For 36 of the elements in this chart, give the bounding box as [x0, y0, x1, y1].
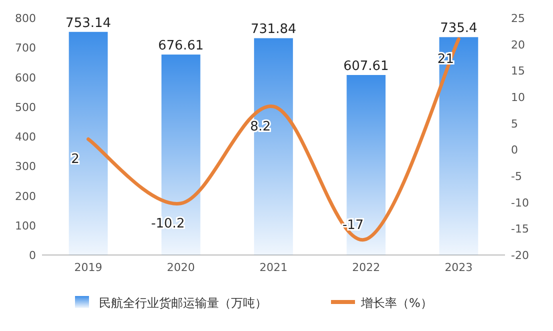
y-tick-label: 700 [15, 42, 36, 55]
y2-tick-label: -10 [511, 196, 529, 210]
legend-label: 增长率（%） [360, 296, 432, 310]
x-tick-label: 2020 [166, 261, 195, 274]
y-tick-label: 0 [29, 249, 36, 262]
y2-tick-label: 15 [511, 64, 525, 78]
data-label: 731.84 [250, 22, 296, 38]
x-tick-label: 2019 [74, 261, 102, 274]
data-label: 2 [71, 152, 80, 168]
y2-tick-label: -20 [511, 249, 529, 262]
y-tick-label: 400 [15, 130, 36, 144]
y2-tick-label: -15 [511, 222, 529, 236]
y2-tick-label: 25 [511, 12, 525, 25]
x-tick-label: 2023 [444, 261, 473, 274]
y-tick-label: 600 [15, 71, 36, 84]
data-label: 735.4 [440, 21, 478, 36]
y-tick-label: 100 [15, 219, 36, 232]
y2-tick-label: 5 [511, 117, 518, 130]
y-tick-label: 300 [15, 160, 36, 174]
bar [68, 32, 108, 255]
y2-tick-label: 10 [511, 91, 525, 104]
y-tick-label: 200 [15, 190, 36, 203]
y2-tick-label: 20 [511, 38, 525, 52]
line-series [86, 37, 460, 241]
data-label: 607.61 [343, 58, 389, 74]
y-tick-label: 800 [15, 12, 36, 25]
y2-tick-label: -5 [511, 170, 522, 183]
y2-tick-label: 0 [511, 144, 518, 157]
data-label: -10.2 [151, 216, 185, 232]
data-label: 676.61 [158, 38, 204, 54]
x-tick-label: 2022 [352, 261, 380, 274]
bar [439, 37, 478, 255]
data-label: 753.14 [66, 16, 112, 31]
legend-label: 民航全行业货邮运输量（万吨） [99, 296, 267, 310]
y-tick-label: 500 [15, 100, 36, 114]
x-tick-label: 2021 [260, 261, 288, 274]
